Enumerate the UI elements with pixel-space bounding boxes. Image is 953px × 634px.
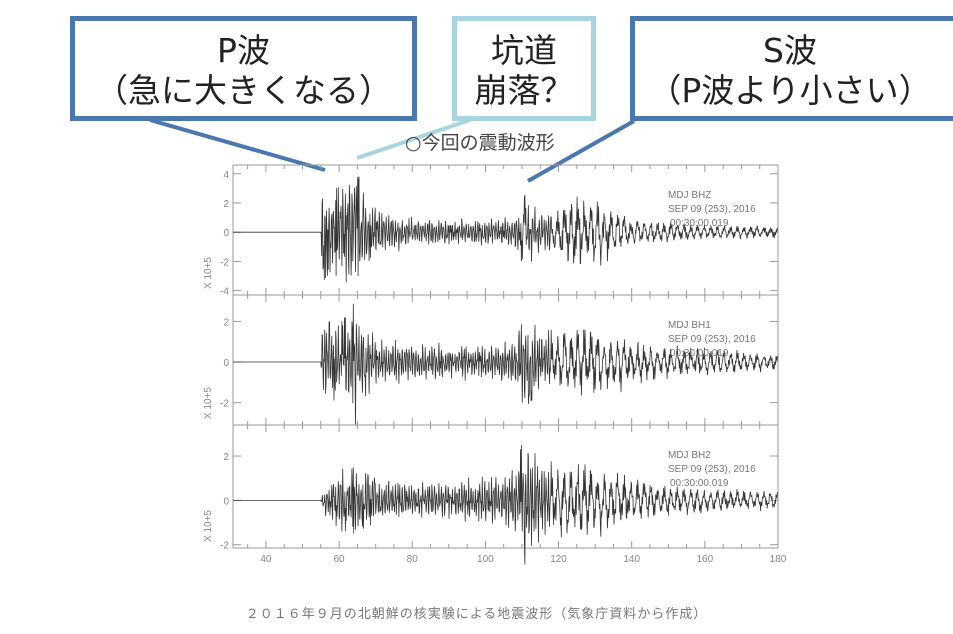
time-label: 00:30:00.019: [670, 478, 729, 489]
p-wave-pointer: [149, 118, 326, 172]
chart-title: ○今回の震動波形: [405, 132, 555, 154]
y-axis-label: X 10+5: [203, 257, 214, 289]
y-tick-label: -4: [220, 287, 229, 298]
date-label: SEP 09 (253), 2016: [668, 464, 756, 475]
y-axis-label: X 10+5: [203, 387, 214, 419]
s-wave-note: （P波より小さい）: [648, 71, 932, 110]
p-wave-title: P波: [217, 31, 270, 70]
station-label: MDJ BH2: [668, 450, 711, 461]
y-tick-label: 0: [223, 496, 229, 507]
y-tick-label: -2: [220, 399, 229, 410]
date-label: SEP 09 (253), 2016: [668, 334, 756, 345]
s-wave-callout: S波 （P波より小さい）: [630, 16, 953, 121]
y-tick-label: 2: [223, 317, 229, 328]
s-wave-title: S波: [763, 31, 817, 70]
x-tick-label: 60: [334, 554, 346, 565]
collapse-pointer: [356, 118, 471, 160]
waveform-trace: [233, 176, 779, 283]
s-wave-pointer: [527, 119, 635, 183]
station-label: MDJ BHZ: [668, 190, 711, 201]
x-tick-label: 120: [550, 554, 567, 565]
collapse-note: 崩落？: [474, 71, 574, 110]
date-label: SEP 09 (253), 2016: [668, 204, 756, 215]
time-label: 00:30:00.019: [670, 348, 729, 359]
x-tick-label: 180: [770, 554, 787, 565]
x-tick-label: 40: [260, 554, 272, 565]
collapse-title: 坑道: [491, 31, 557, 70]
station-label: MDJ BH1: [668, 320, 711, 331]
y-tick-label: 0: [223, 358, 229, 369]
y-tick-label: -2: [220, 541, 229, 552]
x-tick-label: 100: [477, 554, 494, 565]
p-wave-callout: P波 （急に大きくなる）: [70, 16, 417, 121]
y-tick-label: 0: [223, 228, 229, 239]
y-tick-label: -2: [220, 257, 229, 268]
p-wave-note: （急に大きくなる）: [95, 71, 392, 110]
y-tick-label: 2: [223, 199, 229, 210]
panel-frame: [232, 424, 779, 549]
time-label: 00:30:00.019: [670, 218, 729, 229]
figure-caption: ２０１６年９月の北朝鮮の核実験による地震波形（気象庁資料から作成）: [245, 607, 708, 622]
collapse-callout: 坑道 崩落？: [452, 16, 596, 121]
waveform-trace: [233, 445, 778, 565]
y-tick-label: 4: [223, 170, 229, 181]
x-tick-label: 140: [623, 554, 640, 565]
x-tick-label: 80: [407, 554, 419, 565]
y-axis-label: X 10+5: [203, 510, 214, 542]
y-tick-label: 2: [223, 452, 229, 463]
waveform-trace: [233, 303, 779, 426]
x-tick-label: 160: [697, 554, 714, 565]
